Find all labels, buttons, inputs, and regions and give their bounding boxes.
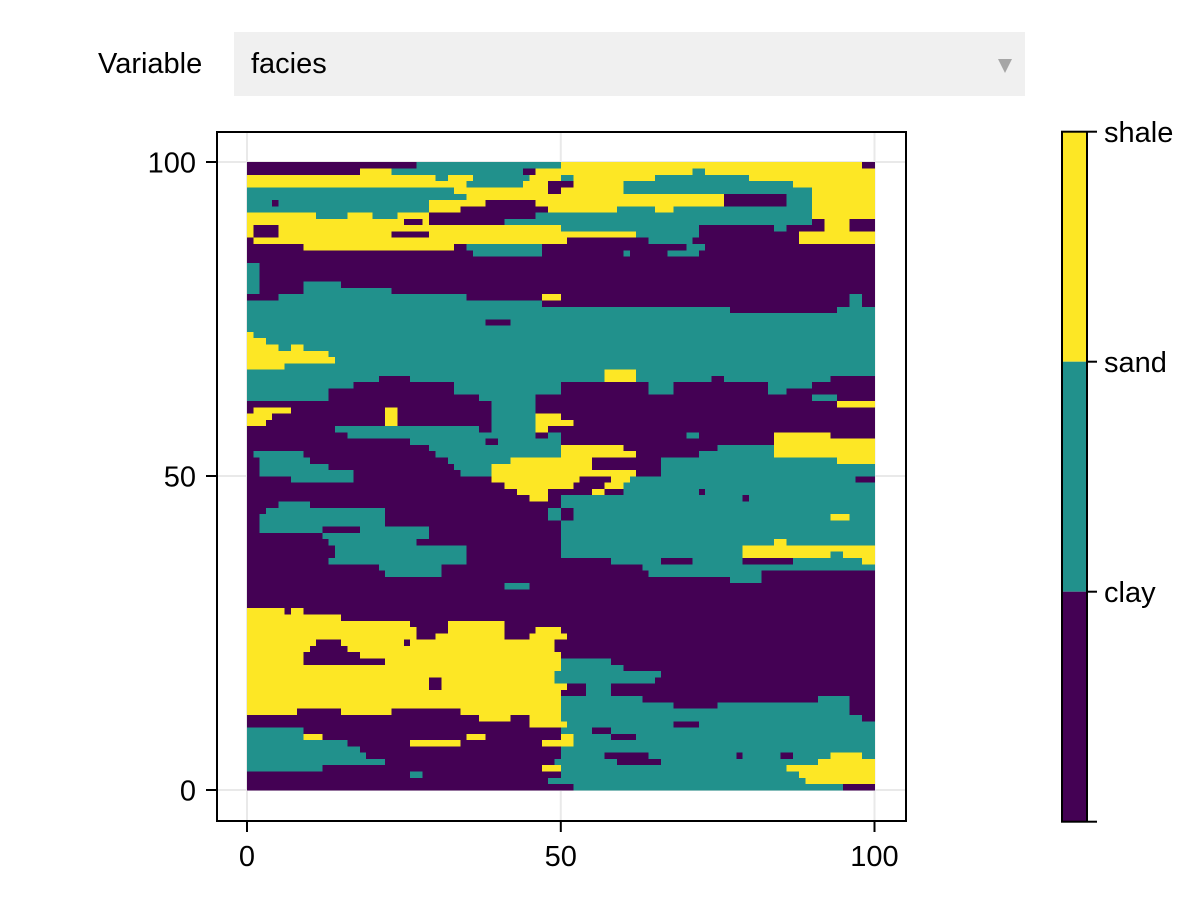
svg-text:0: 0 (180, 776, 196, 808)
svg-text:shale: shale (1104, 117, 1173, 149)
svg-text:50: 50 (164, 462, 196, 494)
svg-text:clay: clay (1104, 577, 1156, 609)
svg-text:100: 100 (850, 841, 898, 873)
svg-text:50: 50 (545, 841, 577, 873)
svg-text:0: 0 (239, 841, 255, 873)
svg-text:100: 100 (148, 148, 196, 180)
svg-text:sand: sand (1104, 347, 1167, 379)
